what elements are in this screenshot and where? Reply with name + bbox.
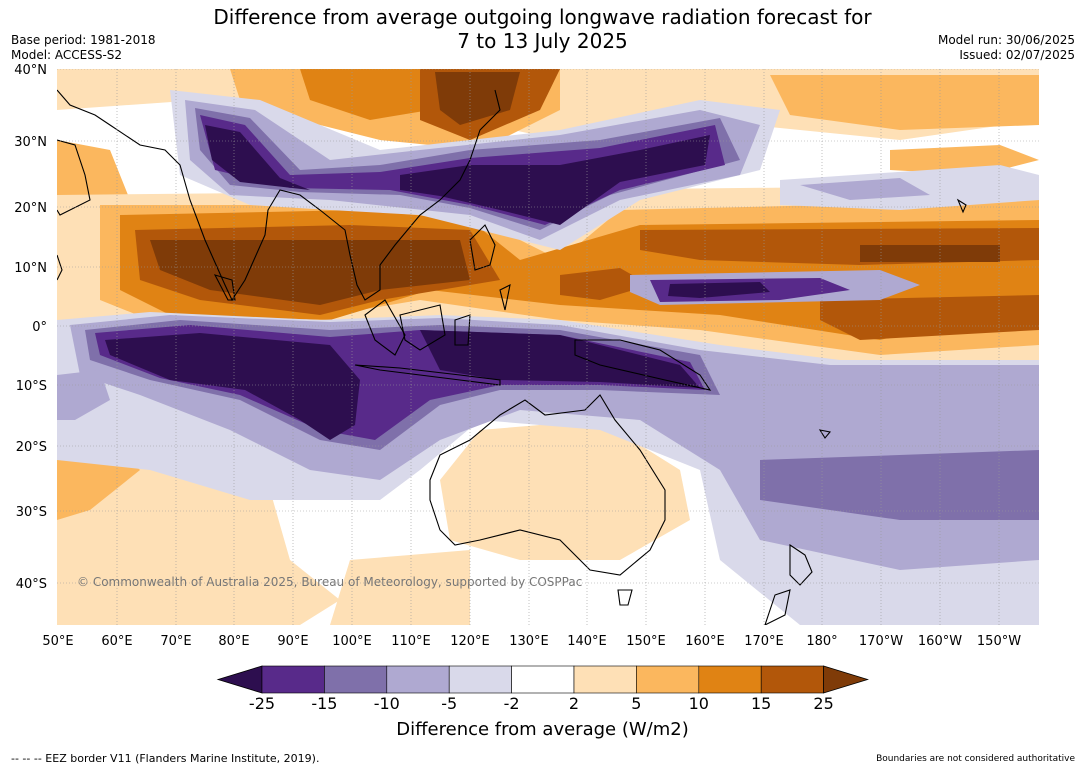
- eez-note: -- -- -- EEZ border V11 (Flanders Marine…: [11, 752, 320, 765]
- colorbar-tick-label: 15: [751, 694, 772, 713]
- lat-label: 20°N: [14, 201, 47, 216]
- colorbar-swatch: [448, 665, 512, 694]
- model-info: Base period: 1981-2018 Model: ACCESS-S2: [11, 33, 156, 63]
- lon-label: 170°W: [859, 634, 903, 649]
- colorbar: [216, 665, 869, 694]
- lon-label: 150°W: [977, 634, 1021, 649]
- colorbar-tick-label: 2: [568, 694, 580, 713]
- copyright-notice: © Commonwealth of Australia 2025, Bureau…: [77, 575, 582, 589]
- map-title: Difference from average outgoing longwav…: [0, 5, 1085, 53]
- colorbar-tick-label: 10: [688, 694, 709, 713]
- lat-label: 0°: [32, 320, 47, 335]
- colorbar-swatch: [636, 665, 700, 694]
- model-name: Model: ACCESS-S2: [11, 48, 123, 62]
- colorbar-swatch: [760, 665, 824, 694]
- title-line-2: 7 to 13 July 2025: [457, 29, 628, 53]
- colorbar-swatch: [386, 665, 450, 694]
- lon-label: 50°E: [42, 634, 73, 649]
- lon-label: 80°E: [218, 634, 249, 649]
- lat-label: 10°N: [14, 261, 47, 276]
- colorbar-tick-label: -2: [503, 694, 520, 713]
- lon-label: 180°: [806, 634, 837, 649]
- colorbar-title: Difference from average (W/m2): [396, 719, 689, 740]
- lon-label: 130°E: [509, 634, 549, 649]
- lon-label: 70°E: [160, 634, 191, 649]
- lon-label: 140°E: [567, 634, 607, 649]
- boundaries-note: Boundaries are not considered authoritat…: [876, 754, 1075, 764]
- base-period: Base period: 1981-2018: [11, 33, 156, 47]
- colorbar-tick-label: -15: [311, 694, 338, 713]
- colorbar-tick-label: -25: [248, 694, 276, 713]
- colorbar-swatch: [261, 665, 325, 694]
- colorbar-tick-label: -10: [373, 694, 400, 713]
- lat-label: 30°N: [14, 135, 47, 150]
- latitude-labels: 40°N 30°N 20°N 10°N 0° 10°S 20°S 30°S 40…: [14, 63, 47, 592]
- lon-label: 160°W: [918, 634, 962, 649]
- lon-label: 110°E: [391, 634, 431, 649]
- issued-date: Issued: 02/07/2025: [959, 48, 1075, 62]
- colorbar-extend-high: [823, 665, 869, 694]
- run-info: Model run: 30/06/2025 Issued: 02/07/2025: [938, 33, 1075, 63]
- colorbar-extend-low: [216, 665, 263, 694]
- colorbar-tick-label: 25: [813, 694, 834, 713]
- colorbar-tick-label: 5: [631, 694, 642, 713]
- lon-label: 150°E: [626, 634, 666, 649]
- title-line-1: Difference from average outgoing longwav…: [213, 5, 872, 29]
- lat-label: 10°S: [16, 379, 47, 394]
- model-run-date: Model run: 30/06/2025: [937, 33, 1075, 47]
- lon-label: 100°E: [332, 634, 372, 649]
- colorbar-tick-label: -5: [441, 694, 458, 713]
- lat-label: 40°N: [14, 63, 47, 78]
- colorbar-swatch: [324, 665, 388, 694]
- lat-label: 40°S: [16, 577, 47, 592]
- coastlines: [57, 89, 967, 625]
- lon-label: 90°E: [277, 634, 308, 649]
- colorbar-swatch: [698, 665, 762, 694]
- lat-label: 20°S: [16, 440, 47, 455]
- positive-anomaly-regions: [57, 69, 1039, 625]
- lon-label: 170°E: [744, 634, 784, 649]
- longitude-labels: 50°E 60°E 70°E 80°E 90°E 100°E 110°E 120…: [42, 634, 1021, 649]
- lon-label: 160°E: [685, 634, 725, 649]
- colorbar-swatch: [511, 665, 575, 694]
- lon-label: 60°E: [101, 634, 132, 649]
- lon-label: 120°E: [450, 634, 490, 649]
- colorbar-swatch: [573, 665, 637, 694]
- lat-label: 30°S: [16, 505, 47, 520]
